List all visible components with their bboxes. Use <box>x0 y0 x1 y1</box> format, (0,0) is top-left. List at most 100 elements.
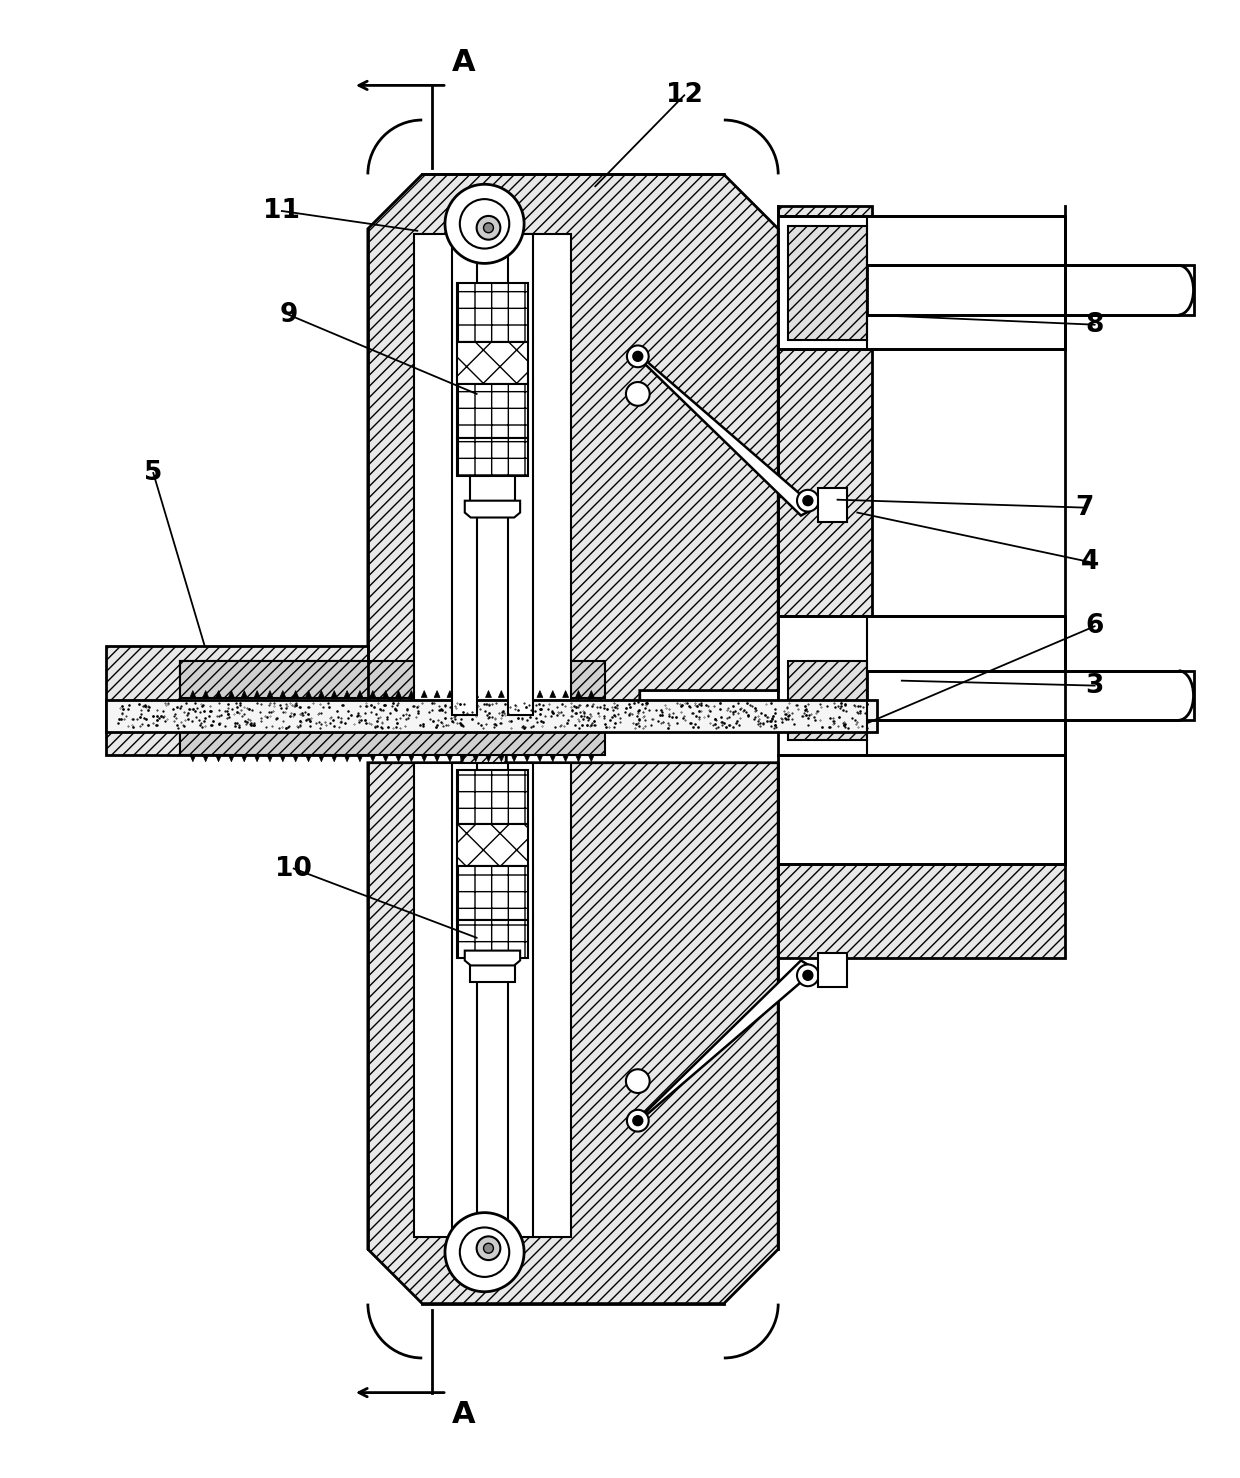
Polygon shape <box>588 755 594 761</box>
Polygon shape <box>422 690 428 698</box>
Polygon shape <box>511 755 517 761</box>
Polygon shape <box>465 501 520 517</box>
Bar <box>414 234 570 715</box>
Circle shape <box>627 1110 649 1132</box>
Text: 11: 11 <box>263 198 300 225</box>
Polygon shape <box>383 755 388 761</box>
Polygon shape <box>498 690 505 698</box>
Circle shape <box>476 1237 501 1261</box>
Polygon shape <box>293 755 299 761</box>
Polygon shape <box>305 690 311 698</box>
Polygon shape <box>254 690 260 698</box>
Bar <box>451 234 476 715</box>
Polygon shape <box>472 690 479 698</box>
Polygon shape <box>368 748 779 1304</box>
Polygon shape <box>525 755 529 761</box>
Text: 6: 6 <box>1085 613 1104 640</box>
Circle shape <box>797 965 818 986</box>
Circle shape <box>484 1243 494 1253</box>
Polygon shape <box>202 755 208 761</box>
Circle shape <box>445 185 525 263</box>
Bar <box>470 958 515 983</box>
Polygon shape <box>460 690 466 698</box>
Polygon shape <box>549 755 556 761</box>
Polygon shape <box>370 755 376 761</box>
Polygon shape <box>383 690 388 698</box>
Polygon shape <box>202 690 208 698</box>
Polygon shape <box>293 690 299 698</box>
Polygon shape <box>370 690 376 698</box>
Polygon shape <box>267 755 273 761</box>
Bar <box>779 755 1065 863</box>
Bar <box>779 616 1065 755</box>
Bar <box>817 488 847 522</box>
Circle shape <box>460 1227 510 1277</box>
Polygon shape <box>408 690 414 698</box>
Bar <box>867 266 1194 315</box>
Bar <box>779 205 872 711</box>
Circle shape <box>445 1212 525 1292</box>
Polygon shape <box>563 755 569 761</box>
Bar <box>414 763 570 1237</box>
Bar <box>508 763 533 1237</box>
Bar <box>456 825 528 866</box>
Polygon shape <box>511 690 517 698</box>
Polygon shape <box>242 690 247 698</box>
Bar <box>817 953 847 987</box>
Bar <box>105 701 877 732</box>
Circle shape <box>460 200 510 248</box>
Circle shape <box>484 223 494 232</box>
Polygon shape <box>460 755 466 761</box>
Polygon shape <box>434 690 440 698</box>
Text: 9: 9 <box>279 302 298 328</box>
Circle shape <box>626 1069 650 1094</box>
Bar <box>451 763 476 1237</box>
Polygon shape <box>549 690 556 698</box>
Text: A: A <box>451 49 476 77</box>
Polygon shape <box>630 349 816 516</box>
Bar <box>456 343 528 384</box>
Polygon shape <box>228 690 234 698</box>
Bar <box>789 226 867 340</box>
Polygon shape <box>368 174 779 730</box>
Circle shape <box>627 346 649 367</box>
Polygon shape <box>575 690 582 698</box>
Text: A: A <box>451 1400 476 1429</box>
Polygon shape <box>305 755 311 761</box>
Polygon shape <box>588 690 594 698</box>
Polygon shape <box>472 755 479 761</box>
Polygon shape <box>280 755 285 761</box>
Polygon shape <box>331 755 337 761</box>
Polygon shape <box>357 755 363 761</box>
Circle shape <box>804 495 812 505</box>
Polygon shape <box>498 755 505 761</box>
Polygon shape <box>486 755 491 761</box>
Circle shape <box>804 971 812 980</box>
Bar <box>105 646 368 755</box>
Polygon shape <box>537 690 543 698</box>
Polygon shape <box>434 755 440 761</box>
Polygon shape <box>345 690 350 698</box>
Polygon shape <box>525 690 529 698</box>
Bar <box>180 661 368 740</box>
Bar <box>789 661 867 740</box>
Polygon shape <box>331 690 337 698</box>
Bar <box>867 671 1194 720</box>
Polygon shape <box>563 690 569 698</box>
Bar <box>456 439 528 476</box>
Polygon shape <box>216 755 222 761</box>
Bar <box>470 476 515 501</box>
Text: 4: 4 <box>1080 548 1099 575</box>
Polygon shape <box>228 755 234 761</box>
Polygon shape <box>357 690 363 698</box>
Polygon shape <box>267 690 273 698</box>
Circle shape <box>626 381 650 406</box>
Bar <box>456 770 528 825</box>
Polygon shape <box>446 755 453 761</box>
Bar <box>456 919 528 958</box>
Polygon shape <box>319 690 325 698</box>
Polygon shape <box>575 755 582 761</box>
Text: 12: 12 <box>666 83 703 108</box>
Polygon shape <box>486 690 491 698</box>
Polygon shape <box>345 755 350 761</box>
